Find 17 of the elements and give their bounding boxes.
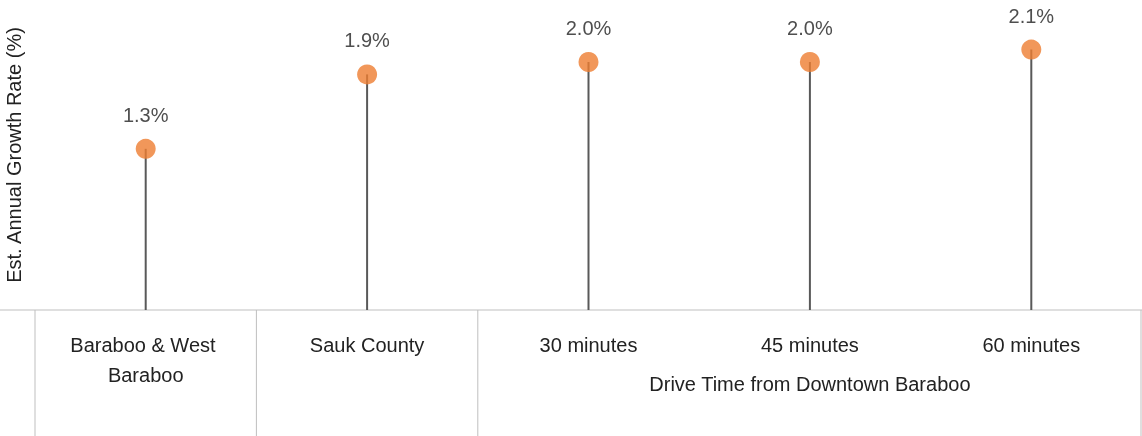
data-label: 1.3%: [122, 103, 169, 126]
point: [1021, 39, 1042, 60]
x-tick-label: Baraboo & West Baraboo: [70, 334, 222, 386]
point: [578, 52, 599, 72]
text: Drive Time from Downtown Baraboo: [649, 373, 971, 395]
data-label: 1.9%: [344, 29, 391, 52]
x-tick-label: 60 minutes: [982, 334, 1081, 356]
y-axis-title: Est. Annual Growth Rate (%): [3, 27, 25, 283]
data-label: 2.1%: [1008, 4, 1055, 27]
point: [357, 64, 378, 85]
data-label: 2.0%: [565, 17, 612, 39]
point: [135, 138, 156, 159]
x-tick-label: 30 minutes: [539, 334, 638, 356]
point: [799, 52, 820, 72]
x-tick-label: Sauk County: [309, 334, 425, 356]
x-tick-label: 45 minutes: [760, 334, 859, 356]
data-label: 2.0%: [787, 17, 833, 39]
